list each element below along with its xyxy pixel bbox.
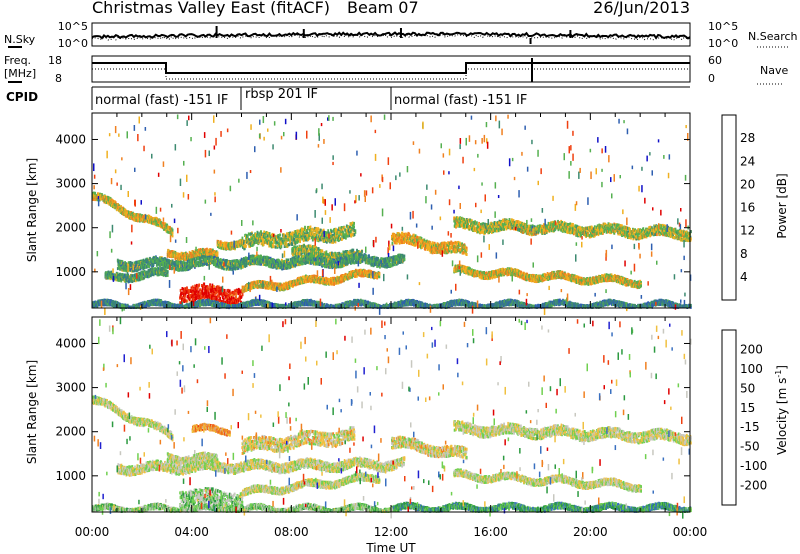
power-heatmap-cells: [92, 115, 692, 315]
freq-left-tick-top: 18: [48, 54, 62, 67]
freq-left-tick-bottom: 8: [55, 72, 62, 85]
echo-cell: [245, 245, 247, 248]
freq-label-1: Freq.: [4, 54, 31, 67]
beam-label: Beam 07: [347, 0, 419, 17]
echo-cell: [279, 234, 281, 237]
echo-cell: [172, 234, 174, 237]
echo-cell: [217, 254, 219, 257]
echo-cell: [309, 237, 311, 240]
noise-right-label: N.Search: [748, 30, 798, 43]
echo-cell: [247, 236, 249, 239]
echo-cell: [269, 232, 271, 235]
freq-label-2: [MHz]: [4, 67, 36, 80]
cpid-segment-1: normal (fast) -151 IF: [95, 93, 228, 108]
echo-cell: [320, 229, 322, 232]
echo-cell: [317, 227, 319, 230]
noise-panel: N.Sky 10^5 10^0 10^5 10^0 N.Search: [4, 20, 798, 50]
noise-left-label: N.Sky: [4, 33, 36, 46]
echo-cell: [172, 229, 174, 232]
echo-cell: [353, 225, 355, 228]
echo-cell: [242, 237, 244, 240]
nave-right-tick-bottom: 0: [708, 72, 715, 85]
echo-cell: [299, 238, 301, 241]
noise-right-tick-bottom: 10^0: [708, 37, 738, 50]
cpid-segment-3: normal (fast) -151 IF: [394, 93, 527, 108]
echo-cell: [286, 232, 288, 235]
date-label: 26/Jun/2013: [593, 0, 690, 17]
freq-line: [92, 63, 690, 73]
echo-cell: [347, 235, 349, 238]
echo-cell: [275, 246, 277, 249]
echo-cell: [272, 245, 274, 248]
nave-label: Nave: [760, 64, 788, 77]
echo-cell: [304, 226, 306, 229]
cpid-panel: CPID normal (fast) -151 IF rbsp 201 IF n…: [6, 87, 690, 110]
echo-cell: [335, 238, 337, 241]
cpid-segment-2: rbsp 201 IF: [245, 87, 318, 102]
cpid-label: CPID: [6, 90, 38, 104]
noise-right-tick-top: 10^5: [708, 20, 738, 33]
echo-cell: [342, 231, 344, 234]
radar-title: Christmas Valley East (fitACF): [92, 0, 330, 17]
echo-cell: [281, 245, 283, 248]
noise-left-tick-top: 10^5: [58, 20, 88, 33]
echo-cell: [353, 222, 355, 225]
nave-right-tick-top: 60: [708, 54, 722, 67]
echo-cell: [310, 226, 312, 229]
echo-cell: [291, 243, 293, 246]
freq-panel: Freq. [MHz] 18 8 60 0 Nave: [4, 54, 788, 85]
echo-cell: [331, 230, 333, 233]
noise-sky-line: [92, 33, 690, 39]
noise-left-tick-bottom: 10^0: [58, 37, 88, 50]
radar-summary-plot: Christmas Valley East (fitACF) Beam 07 2…: [0, 0, 800, 554]
echo-cell: [338, 234, 340, 237]
